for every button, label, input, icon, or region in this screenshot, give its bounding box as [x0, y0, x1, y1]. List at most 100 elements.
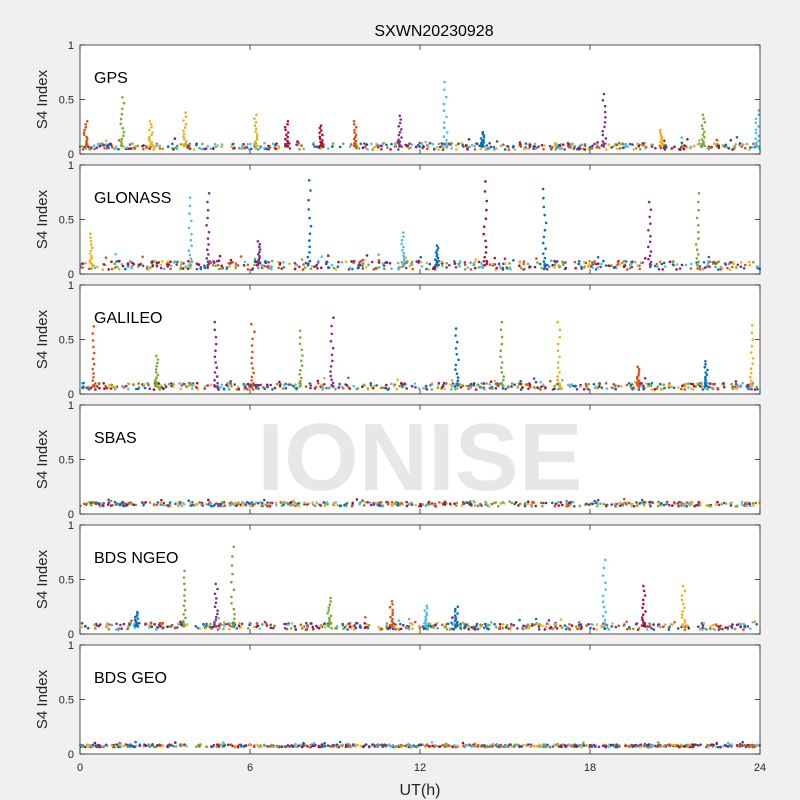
data-point: [90, 267, 93, 270]
data-point: [275, 382, 279, 386]
data-point: [723, 385, 726, 389]
data-point: [448, 628, 452, 631]
data-point: [479, 265, 482, 269]
data-point: [92, 376, 95, 379]
data-point: [655, 387, 658, 390]
data-point: [205, 257, 209, 260]
data-point: [519, 502, 522, 506]
data-point: [754, 121, 758, 124]
data-point: [183, 569, 186, 573]
data-point: [389, 615, 392, 619]
data-point: [120, 140, 123, 143]
data-point: [253, 124, 257, 127]
data-point: [578, 504, 582, 508]
data-point: [656, 741, 660, 744]
data-point: [150, 133, 153, 137]
data-point: [286, 502, 290, 505]
data-point: [683, 589, 687, 593]
data-point: [330, 626, 333, 630]
data-point: [472, 384, 476, 387]
data-point: [155, 354, 158, 358]
data-point: [294, 504, 297, 508]
data-point: [518, 618, 521, 622]
data-point: [195, 267, 199, 271]
data-point: [485, 208, 488, 212]
data-point: [673, 145, 676, 149]
data-point: [179, 267, 182, 271]
y-tick-label: 0: [68, 149, 74, 161]
data-point: [267, 266, 271, 270]
data-point: [432, 266, 436, 269]
data-point: [641, 606, 644, 610]
data-point: [282, 266, 286, 269]
data-point: [271, 388, 274, 391]
data-point: [572, 384, 575, 388]
data-point: [315, 263, 319, 267]
data-point: [637, 370, 641, 373]
data-point: [424, 615, 427, 619]
data-point: [250, 356, 253, 360]
data-point: [188, 212, 191, 215]
data-point: [270, 259, 274, 263]
data-point: [519, 382, 522, 386]
data-point: [564, 266, 568, 270]
data-point: [159, 384, 162, 387]
data-point: [336, 265, 340, 269]
data-point: [744, 745, 748, 749]
data-point: [648, 215, 651, 219]
data-point: [406, 745, 409, 748]
data-point: [755, 743, 758, 747]
data-point: [84, 147, 88, 151]
data-point: [81, 262, 85, 265]
data-point: [239, 255, 243, 258]
data-point: [279, 501, 283, 504]
data-point: [84, 262, 87, 265]
data-point: [122, 130, 126, 134]
data-point: [95, 622, 98, 626]
data-point: [398, 140, 402, 143]
data-point: [179, 501, 182, 504]
data-point: [459, 627, 463, 630]
data-point: [614, 143, 617, 146]
data-point: [253, 625, 256, 629]
data-point: [444, 95, 448, 99]
data-point: [584, 261, 588, 265]
data-point: [430, 388, 434, 391]
data-point: [726, 626, 729, 629]
data-point: [304, 385, 308, 388]
data-point: [469, 382, 473, 386]
data-point: [503, 262, 507, 265]
data-point: [750, 345, 754, 348]
data-point: [622, 497, 626, 501]
data-point: [498, 622, 502, 626]
data-points: [79, 497, 761, 508]
data-point: [543, 628, 547, 631]
data-point: [558, 381, 561, 385]
data-point: [195, 143, 198, 147]
data-point: [642, 144, 645, 147]
data-point: [491, 262, 495, 266]
data-point: [130, 267, 133, 270]
data-point: [625, 503, 628, 506]
data-point: [397, 125, 401, 128]
data-point: [711, 386, 714, 390]
data-point: [749, 146, 752, 149]
data-point: [443, 142, 446, 146]
data-point: [537, 625, 541, 628]
data-point: [168, 501, 172, 504]
data-point: [617, 624, 620, 627]
data-point: [504, 745, 508, 749]
data-point: [270, 743, 274, 747]
data-point: [630, 262, 633, 265]
data-point: [556, 387, 560, 391]
data-point: [195, 386, 198, 389]
data-point: [683, 504, 687, 508]
data-point: [610, 625, 614, 628]
data-point: [697, 200, 700, 204]
data-point: [577, 260, 581, 263]
data-point: [300, 376, 303, 380]
data-point: [333, 502, 336, 506]
data-point: [639, 743, 643, 747]
data-point: [451, 616, 454, 619]
